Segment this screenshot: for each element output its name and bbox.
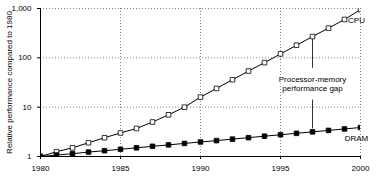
svg-text:2000: 2000 [352, 164, 370, 173]
svg-text:DRAM: DRAM [345, 134, 369, 143]
svg-text:Relative performance compared: Relative performance compared to 1980 [5, 11, 14, 154]
svg-text:1: 1 [27, 152, 32, 161]
svg-text:Processor-memory: Processor-memory [279, 75, 347, 84]
svg-text:10: 10 [23, 103, 32, 112]
svg-text:1995: 1995 [272, 164, 290, 173]
svg-text:1,000: 1,000 [11, 4, 32, 13]
svg-text:1990: 1990 [192, 164, 210, 173]
svg-text:1985: 1985 [112, 164, 130, 173]
svg-text:performance gap: performance gap [282, 84, 343, 93]
svg-text:100: 100 [18, 53, 32, 62]
svg-text:CPU: CPU [348, 16, 365, 25]
svg-text:1980: 1980 [32, 164, 50, 173]
